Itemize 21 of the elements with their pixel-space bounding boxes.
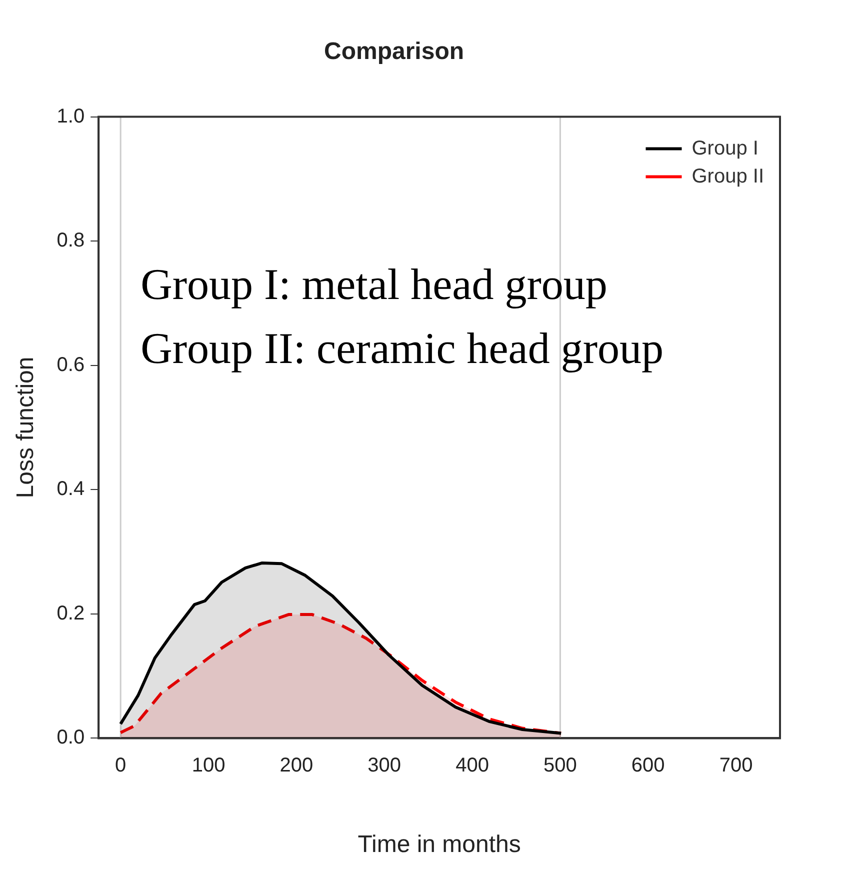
legend-label: Group II (692, 165, 764, 188)
y-tick-label: 0.8 (56, 230, 85, 252)
x-tick-label: 0 (115, 754, 126, 777)
x-axis-title: Time in months (358, 831, 521, 858)
y-tick-label: 1.0 (56, 105, 85, 128)
chart-title: Comparison (324, 38, 464, 66)
x-tick-label: 500 (544, 754, 577, 777)
y-tick-label: 0.0 (56, 726, 85, 749)
x-tick-label: 300 (368, 754, 402, 777)
x-tick-label: 600 (631, 754, 665, 777)
y-axis-title: Loss function (12, 356, 40, 498)
y-tick-label: 0.4 (56, 478, 85, 500)
x-tick-label: 200 (280, 754, 314, 777)
x-tick-label: 400 (456, 754, 489, 777)
legend-label: Group I (692, 137, 758, 160)
y-tick-label: 0.6 (56, 354, 85, 376)
annotation: Group II: ceramic head group (140, 324, 664, 373)
annotation: Group I: metal head group (140, 260, 608, 309)
y-tick-label: 0.2 (56, 602, 85, 624)
x-tick-label: 700 (719, 754, 753, 777)
x-tick-label: 100 (192, 754, 226, 777)
